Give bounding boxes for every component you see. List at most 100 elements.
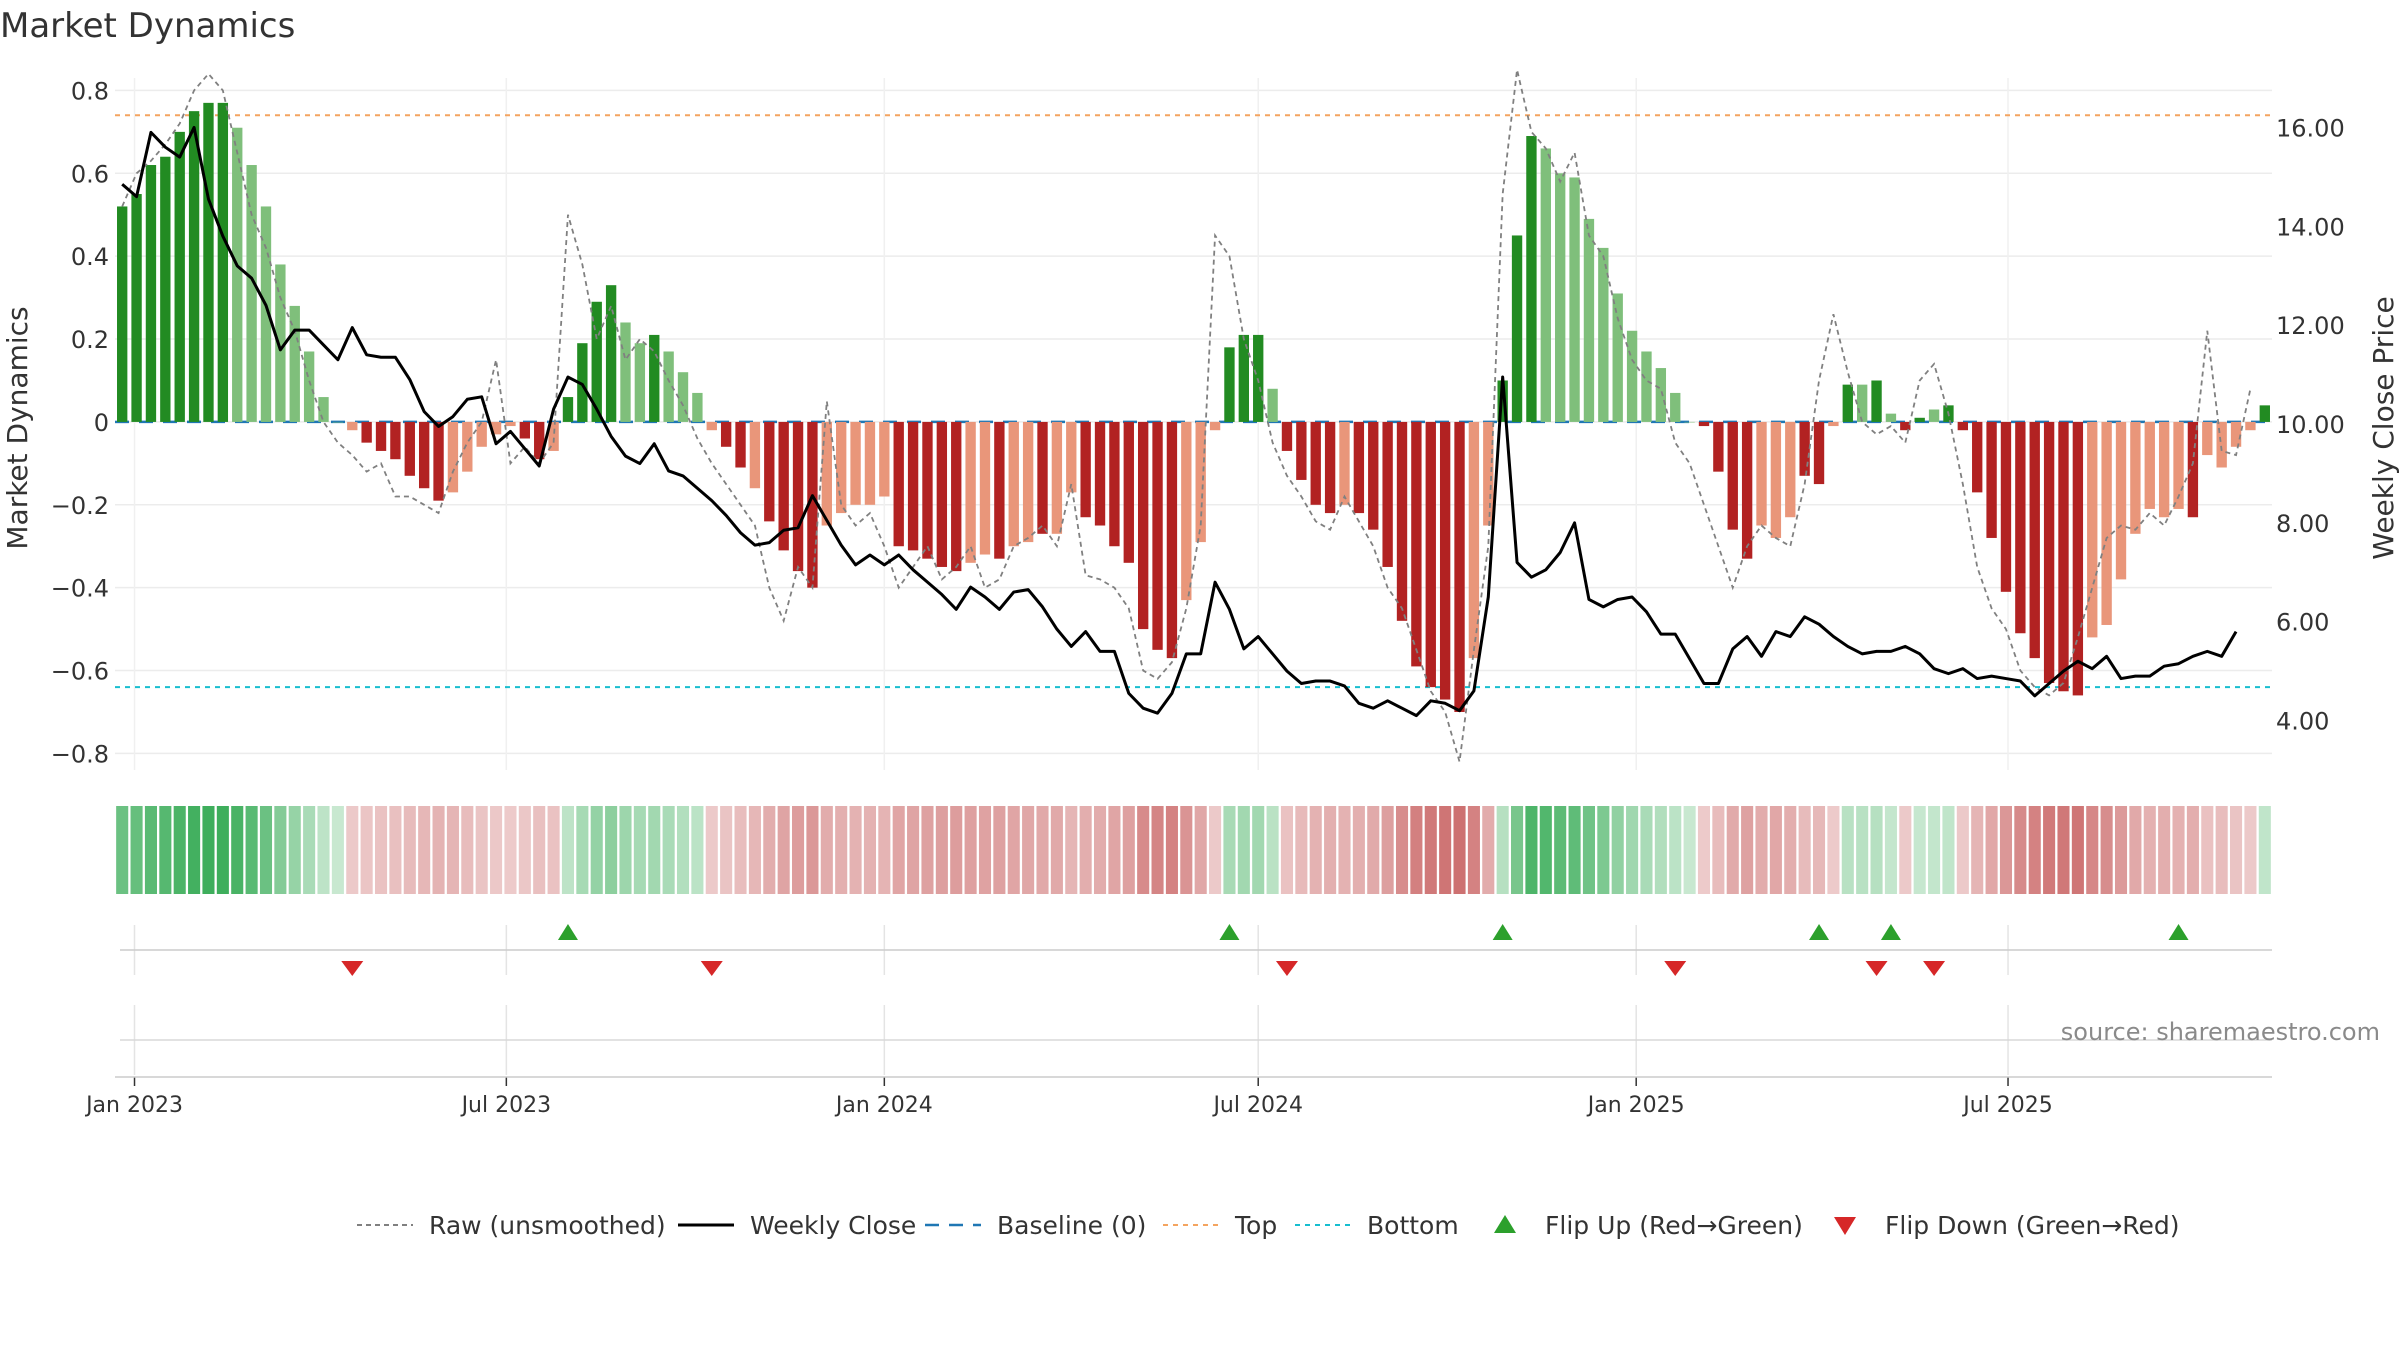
- bar: [1454, 421, 1465, 712]
- strip-cell: [1884, 806, 1897, 894]
- bar: [2158, 421, 2170, 518]
- bar: [1022, 421, 1034, 543]
- bar: [1209, 421, 1221, 431]
- strip-cell: [1755, 806, 1768, 894]
- strip-cell: [490, 806, 503, 894]
- bar: [2058, 421, 2069, 692]
- strip-cell: [518, 806, 531, 894]
- strip-cell: [1007, 806, 1020, 894]
- bar: [1900, 421, 1911, 431]
- strip-cell: [1812, 806, 1826, 894]
- bar: [1037, 421, 1048, 534]
- strip-cell: [1841, 806, 1854, 894]
- right-axis-label: Weekly Close Price: [2367, 296, 2400, 559]
- left-tick-label: 0.2: [71, 326, 109, 354]
- bar: [1396, 421, 1408, 621]
- bar: [318, 397, 329, 422]
- color-strip: [116, 806, 2271, 894]
- x-tick-label: Jan 2023: [84, 1093, 183, 1118]
- bar: [160, 156, 171, 422]
- flip-down-marker: [700, 961, 723, 976]
- bar: [1181, 421, 1192, 601]
- strip-cell: [1798, 806, 1811, 894]
- left-tick-label: −0.4: [51, 575, 109, 603]
- strip-cell: [1482, 806, 1495, 894]
- strip-cell: [2043, 806, 2056, 894]
- strip-cell: [1165, 806, 1178, 894]
- strip-cell: [1381, 806, 1394, 894]
- bar: [1439, 421, 1451, 700]
- bar: [591, 301, 602, 422]
- bar: [433, 421, 444, 501]
- strip-cell: [935, 806, 948, 894]
- bar: [1770, 421, 1782, 538]
- strip-cell: [1453, 806, 1466, 894]
- right-tick-label: 4.00: [2276, 708, 2329, 736]
- bar: [1598, 247, 1609, 422]
- strip-cell: [1496, 806, 1509, 894]
- bar: [289, 305, 300, 422]
- bar: [1511, 235, 1523, 422]
- strip-cell: [274, 806, 287, 894]
- bar: [994, 421, 1005, 559]
- strip-cell: [1022, 806, 1035, 894]
- strip-cell: [1870, 806, 1883, 894]
- strip-cell: [993, 806, 1006, 894]
- strip-cell: [1554, 806, 1567, 894]
- strip-cell: [1956, 806, 1969, 894]
- strip-cell: [1093, 806, 1107, 894]
- bar: [1885, 413, 1897, 422]
- strip-cell: [1669, 806, 1682, 894]
- strip-cell: [331, 806, 344, 894]
- bar: [1799, 421, 1810, 476]
- strip-cell: [1856, 806, 1869, 894]
- strip-cell: [1697, 806, 1711, 894]
- strip-cell: [1827, 806, 1840, 894]
- left-tick-label: 0: [94, 409, 109, 437]
- strip-cell: [950, 806, 963, 894]
- bar: [677, 372, 689, 422]
- strip-cell: [1928, 806, 1941, 894]
- bar: [1828, 421, 1839, 427]
- strip-cell: [806, 806, 819, 894]
- strip-cell: [964, 806, 977, 894]
- bar: [1468, 421, 1480, 659]
- legend-label: Weekly Close: [750, 1211, 916, 1240]
- bar: [2187, 421, 2199, 518]
- bar: [720, 421, 732, 447]
- line-series: [121, 69, 2252, 762]
- bar: [534, 421, 545, 460]
- legend-swatch: [1494, 1215, 1516, 1233]
- strip-cell: [1511, 806, 1524, 894]
- strip-cell: [1913, 806, 1926, 894]
- strip-cell: [978, 806, 992, 894]
- strip-cell: [1324, 806, 1337, 894]
- legend-label: Flip Up (Red→Green): [1545, 1211, 1803, 1240]
- bar: [1626, 330, 1638, 422]
- bar: [188, 111, 200, 422]
- strip-cell: [1467, 806, 1480, 894]
- bar: [2029, 421, 2040, 659]
- bar: [390, 421, 401, 460]
- bar: [1986, 421, 1997, 538]
- legend-label: Raw (unsmoothed): [429, 1211, 666, 1240]
- bar: [1497, 380, 1508, 422]
- bar: [505, 421, 516, 427]
- bar: [1137, 421, 1149, 630]
- bar: [2130, 421, 2141, 534]
- bar: [1526, 136, 1537, 422]
- strip-cell: [1784, 806, 1797, 894]
- right-tick-label: 10.00: [2276, 411, 2345, 439]
- bar: [1483, 421, 1494, 526]
- bar: [1670, 392, 1681, 422]
- strip-cell: [1338, 806, 1351, 894]
- bar: [2144, 421, 2155, 509]
- bar: [577, 343, 588, 422]
- strip-cell: [2186, 806, 2199, 894]
- bar: [1368, 421, 1379, 530]
- bar: [1425, 421, 1436, 688]
- strip-cell: [1640, 806, 1653, 894]
- strip-cell: [2258, 806, 2271, 894]
- bar: [907, 421, 919, 551]
